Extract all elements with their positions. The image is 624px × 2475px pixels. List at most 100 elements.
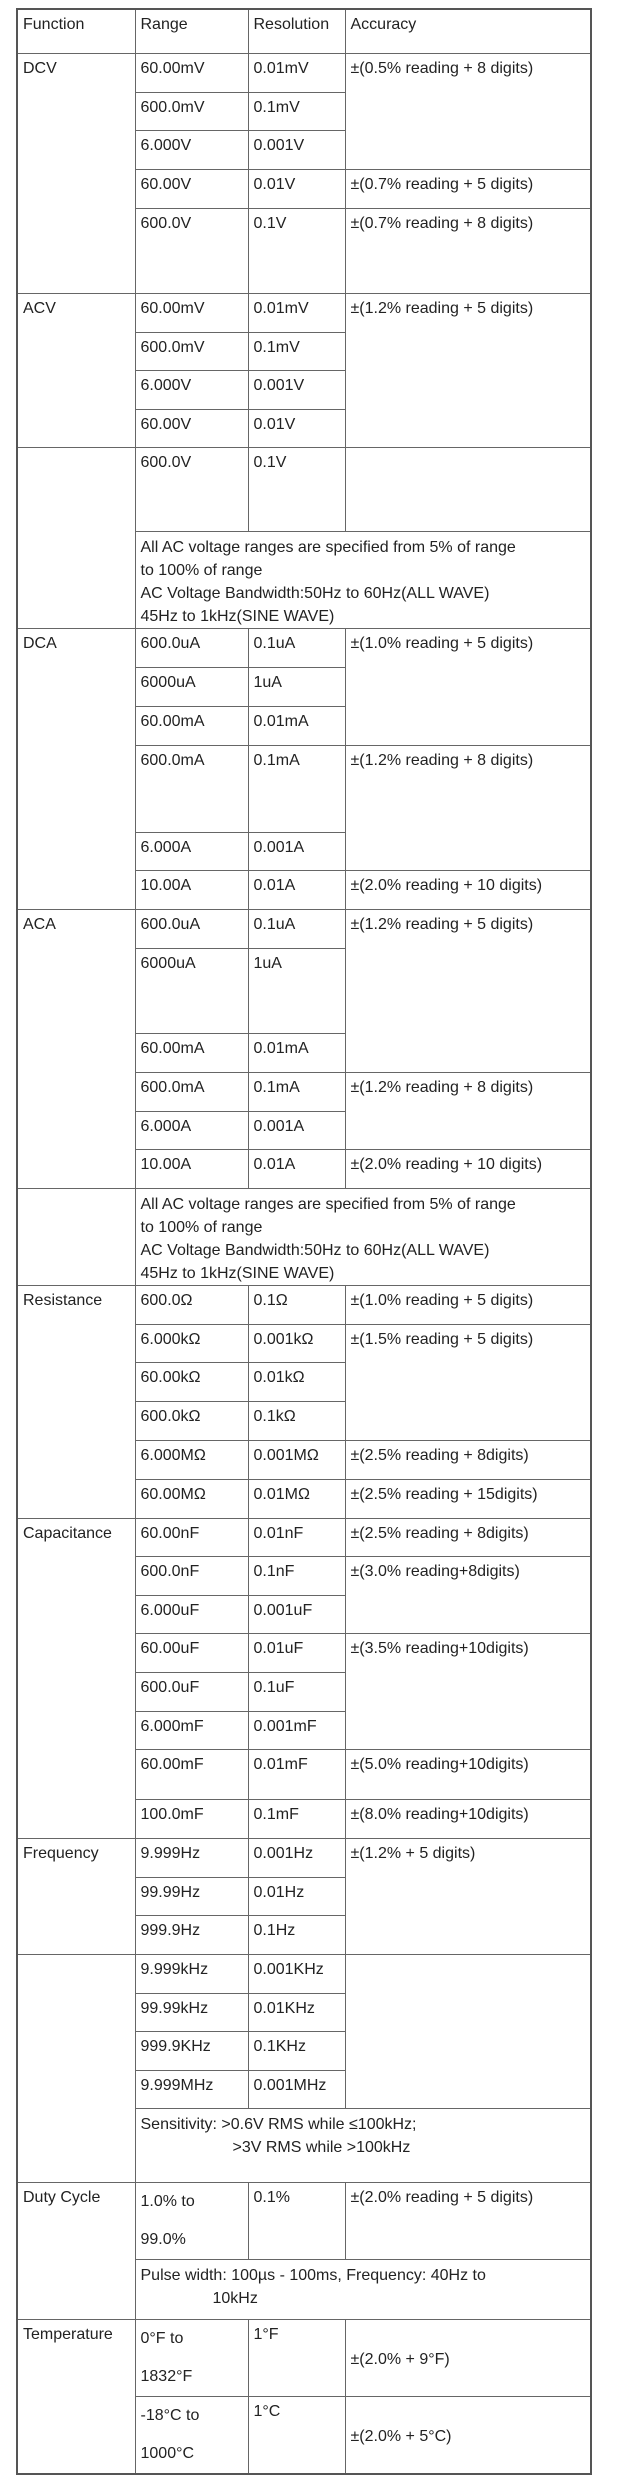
spec-row: 6.000uF 0.001uF xyxy=(17,1594,591,1634)
cell: ±(2.5% reading + 8digits) xyxy=(344,1439,592,1480)
cell: 60.00mF xyxy=(134,1748,249,1800)
cell-line: 1000°C xyxy=(140,2444,195,2462)
cell: 100.0mF xyxy=(134,1798,249,1839)
cell: ±(0.7% reading + 5 digits) xyxy=(344,168,592,209)
cell: Capacitance xyxy=(16,1517,136,1839)
spec-row: ACV 60.00mV 0.01mV ±(1.2% reading + 5 digit… xyxy=(16,292,592,448)
cell: 999.9Hz xyxy=(134,1914,249,1955)
cell: 99.99Hz xyxy=(134,1876,249,1916)
cell: 600.0V xyxy=(134,207,249,294)
spec-row: -18°C to 1000°C 1°C ±(2.0% + 5°C) xyxy=(17,2395,592,2474)
header-cell: Function xyxy=(16,8,136,54)
spec-row: 6.000V 0.001V xyxy=(17,369,591,410)
cell: 99.99kHz xyxy=(134,1992,249,2032)
cell-line: to 100% of range xyxy=(140,1218,263,1236)
cell: 600.0uA xyxy=(134,908,249,949)
cell: 0.1mV xyxy=(247,91,346,131)
spec-row: 99.99kHz 0.01KHz xyxy=(17,1992,591,2032)
cell-line: AC Voltage Bandwidth:50Hz to 60Hz(ALL WA… xyxy=(140,1241,490,1259)
spec-row: Duty Cycle 1.0% to 99.0% 0.1% ±(2.0% reading… xyxy=(16,2181,592,2320)
cell: 0.001V xyxy=(247,369,346,410)
cell: 600.0mA xyxy=(134,1071,249,1112)
cell: ±(2.0% reading + 5 digits) xyxy=(344,2181,592,2260)
cell: 1°C xyxy=(247,2395,346,2474)
cell: 0.001mF xyxy=(247,1710,346,1750)
cell: 6.000uF xyxy=(134,1594,249,1634)
cell-line: 45Hz to 1kHz(SINE WAVE) xyxy=(140,607,335,625)
cell: 600.0mA xyxy=(134,744,249,833)
cell: 600.0uA xyxy=(134,627,249,668)
spec-row: ACA 600.0uA 0.1uA ±(1.2% reading + 5 digits… xyxy=(16,908,592,1189)
cell-line: Pulse width: 100µs - 100ms, Frequency: 4… xyxy=(140,2266,486,2284)
spec-row: 6.000V 0.001V xyxy=(17,129,591,170)
empty-cell xyxy=(344,1953,592,2109)
spec-row: DCV 60.00mV 0.01mV ±(0.5% reading + 8 digit… xyxy=(16,52,592,294)
cell: ±(1.2% reading + 8 digits) xyxy=(344,744,592,871)
cell: ±(1.2% + 5 digits) xyxy=(344,1837,592,1955)
spec-row: 9.999MHz 0.001MHz xyxy=(17,2069,591,2109)
cell: 60.00mA xyxy=(134,705,249,746)
cell: Temperature xyxy=(16,2318,136,2474)
cell: 0.01KHz xyxy=(247,1992,346,2032)
cell: 0.1KHz xyxy=(247,2030,346,2071)
spec-row: 6.000A 0.001A xyxy=(17,831,591,871)
cell: 1uA xyxy=(247,666,346,707)
cell: ±(5.0% reading+10digits) xyxy=(344,1748,592,1800)
cell: ±(1.0% reading + 5 digits) xyxy=(344,1284,592,1325)
spec-row: 100.0mF 0.1mF ±(8.0% reading+10digits) xyxy=(17,1798,592,1839)
cell: 0.001A xyxy=(247,831,346,871)
cell: 0.1Ω xyxy=(247,1284,346,1325)
spec-row: 6000uA 1uA xyxy=(17,947,591,1034)
cell: 600.0nF xyxy=(134,1555,249,1596)
cell: 1°F xyxy=(247,2318,346,2397)
cell: 0.01mV xyxy=(247,52,346,93)
cell: 60.00V xyxy=(134,168,249,209)
spec-table: Function Range Resolution Accuracy DCV 60.00m… xyxy=(16,8,592,2475)
cell-line: All AC voltage ranges are specified from… xyxy=(140,1195,516,1213)
cell: 0.01V xyxy=(247,408,346,448)
cell: 600.0mV xyxy=(134,331,249,371)
spec-row: 60.00uF 0.01uF ±(3.5% reading+10digits) xyxy=(17,1632,592,1750)
cell: ±(2.5% reading + 8digits) xyxy=(344,1517,592,1557)
cell-line: 10kHz xyxy=(212,2289,258,2307)
spec-row: DCA 600.0uA 0.1uA ±(1.0% reading + 5 digits… xyxy=(16,627,592,910)
cell: ±(1.0% reading + 5 digits) xyxy=(344,627,592,746)
empty-cell xyxy=(16,1187,136,1286)
cell: 60.00mV xyxy=(134,292,249,333)
cell-line: 1.0% to xyxy=(140,2192,195,2210)
cell: 0.001V xyxy=(247,129,346,170)
cell: 0.001uF xyxy=(247,1594,346,1634)
cell: 0.1V xyxy=(247,207,346,294)
cell: ±(1.2% reading + 8 digits) xyxy=(344,1071,592,1150)
spec-row: 6.000mF 0.001mF xyxy=(17,1710,591,1750)
cell: 0.01kΩ xyxy=(247,1361,346,1402)
cell: 9.999Hz xyxy=(134,1837,249,1878)
spec-row: 600.0nF 0.1nF ±(3.0% reading+8digits) xyxy=(17,1555,592,1634)
spec-row: 60.00mA 0.01mA xyxy=(17,1032,591,1073)
cell: 60.00kΩ xyxy=(134,1361,249,1402)
cell: ±(3.0% reading+8digits) xyxy=(344,1555,592,1634)
cell: 999.9KHz xyxy=(134,2030,249,2071)
spec-row: 60.00mA 0.01mA xyxy=(17,705,591,746)
cell: ±(0.7% reading + 8 digits) xyxy=(344,207,592,294)
cell: 0.001kΩ xyxy=(247,1323,346,1363)
spec-row: 6000uA 1uA xyxy=(17,666,591,707)
cell: 600.0kΩ xyxy=(134,1400,249,1441)
spec-row: 6.000kΩ 0.001kΩ ±(1.5% reading + 5 digits) xyxy=(17,1323,592,1441)
cell: 60.00V xyxy=(134,408,249,448)
cell-line: 45Hz to 1kHz(SINE WAVE) xyxy=(140,1264,335,1282)
cell: ±(2.0% reading + 10 digits) xyxy=(344,1148,592,1189)
cell: 600.0V xyxy=(134,446,249,532)
cell: 10.00A xyxy=(134,1148,249,1189)
spec-row: 600.0V 0.1V ±(0.7% reading + 8 digits) xyxy=(17,207,592,294)
cell: 0.1nF xyxy=(247,1555,346,1596)
spec-row: 600.0mV 0.1mV xyxy=(17,91,591,131)
cell: 0.001A xyxy=(247,1110,346,1150)
spec-row: 600.0mV 0.1mV xyxy=(17,331,591,371)
spec-row: 6.000MΩ 0.001MΩ ±(2.5% reading + 8digits) xyxy=(17,1439,592,1480)
cell-line: AC Voltage Bandwidth:50Hz to 60Hz(ALL WA… xyxy=(140,584,490,602)
cell: ±(1.5% reading + 5 digits) xyxy=(344,1323,592,1441)
cell: 0.1% xyxy=(247,2181,346,2260)
cell: 6.000kΩ xyxy=(134,1323,249,1363)
cell: 0.1uF xyxy=(247,1671,346,1712)
